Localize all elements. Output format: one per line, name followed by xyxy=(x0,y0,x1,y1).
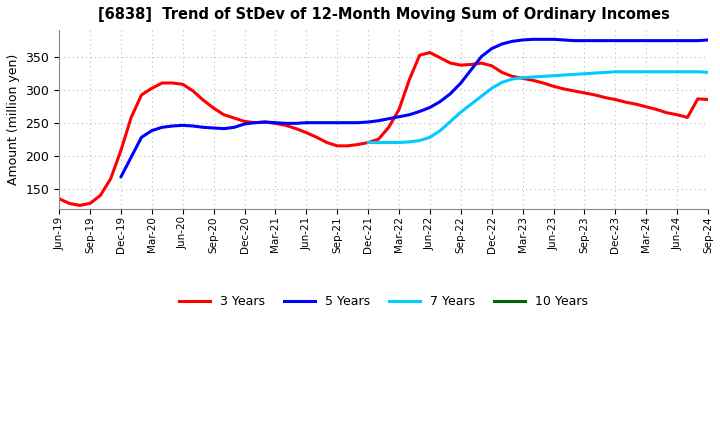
7 Years xyxy=(621,69,630,74)
7 Years xyxy=(559,73,568,78)
7 Years xyxy=(498,80,506,85)
7 Years xyxy=(642,69,651,74)
7 Years xyxy=(405,139,414,144)
7 Years xyxy=(436,128,444,133)
5 Years xyxy=(117,174,125,180)
7 Years xyxy=(364,140,372,145)
3 Years xyxy=(148,86,156,91)
5 Years xyxy=(261,119,269,125)
3 Years xyxy=(55,196,63,202)
3 Years xyxy=(384,125,393,130)
Line: 3 Years: 3 Years xyxy=(59,52,708,205)
5 Years xyxy=(508,39,517,44)
7 Years xyxy=(539,74,548,79)
Y-axis label: Amount (million yen): Amount (million yen) xyxy=(7,54,20,185)
5 Years xyxy=(251,120,259,125)
3 Years xyxy=(436,55,444,60)
7 Years xyxy=(446,119,455,124)
7 Years xyxy=(590,70,599,76)
7 Years xyxy=(384,140,393,145)
7 Years xyxy=(570,72,578,77)
5 Years xyxy=(621,38,630,43)
7 Years xyxy=(652,69,661,74)
Line: 7 Years: 7 Years xyxy=(368,72,708,143)
3 Years xyxy=(76,203,84,208)
3 Years xyxy=(426,50,434,55)
7 Years xyxy=(703,70,712,75)
7 Years xyxy=(508,77,517,82)
7 Years xyxy=(672,69,681,74)
7 Years xyxy=(631,69,640,74)
7 Years xyxy=(487,86,496,91)
7 Years xyxy=(415,138,424,143)
5 Years xyxy=(683,38,692,43)
Line: 5 Years: 5 Years xyxy=(121,39,708,177)
7 Years xyxy=(683,69,692,74)
7 Years xyxy=(549,73,558,78)
7 Years xyxy=(611,69,620,74)
5 Years xyxy=(528,37,537,42)
7 Years xyxy=(374,140,383,145)
7 Years xyxy=(693,69,702,74)
7 Years xyxy=(528,74,537,80)
7 Years xyxy=(518,75,527,81)
7 Years xyxy=(426,135,434,140)
7 Years xyxy=(467,102,475,107)
5 Years xyxy=(703,37,712,43)
7 Years xyxy=(477,94,486,99)
7 Years xyxy=(580,71,589,77)
7 Years xyxy=(395,140,403,145)
3 Years xyxy=(487,63,496,69)
Title: [6838]  Trend of StDev of 12-Month Moving Sum of Ordinary Incomes: [6838] Trend of StDev of 12-Month Moving… xyxy=(98,7,670,22)
3 Years xyxy=(703,97,712,102)
5 Years xyxy=(559,37,568,43)
3 Years xyxy=(498,70,506,75)
7 Years xyxy=(456,110,465,115)
7 Years xyxy=(662,69,671,74)
7 Years xyxy=(600,70,609,75)
Legend: 3 Years, 5 Years, 7 Years, 10 Years: 3 Years, 5 Years, 7 Years, 10 Years xyxy=(174,290,593,313)
3 Years xyxy=(333,143,341,148)
